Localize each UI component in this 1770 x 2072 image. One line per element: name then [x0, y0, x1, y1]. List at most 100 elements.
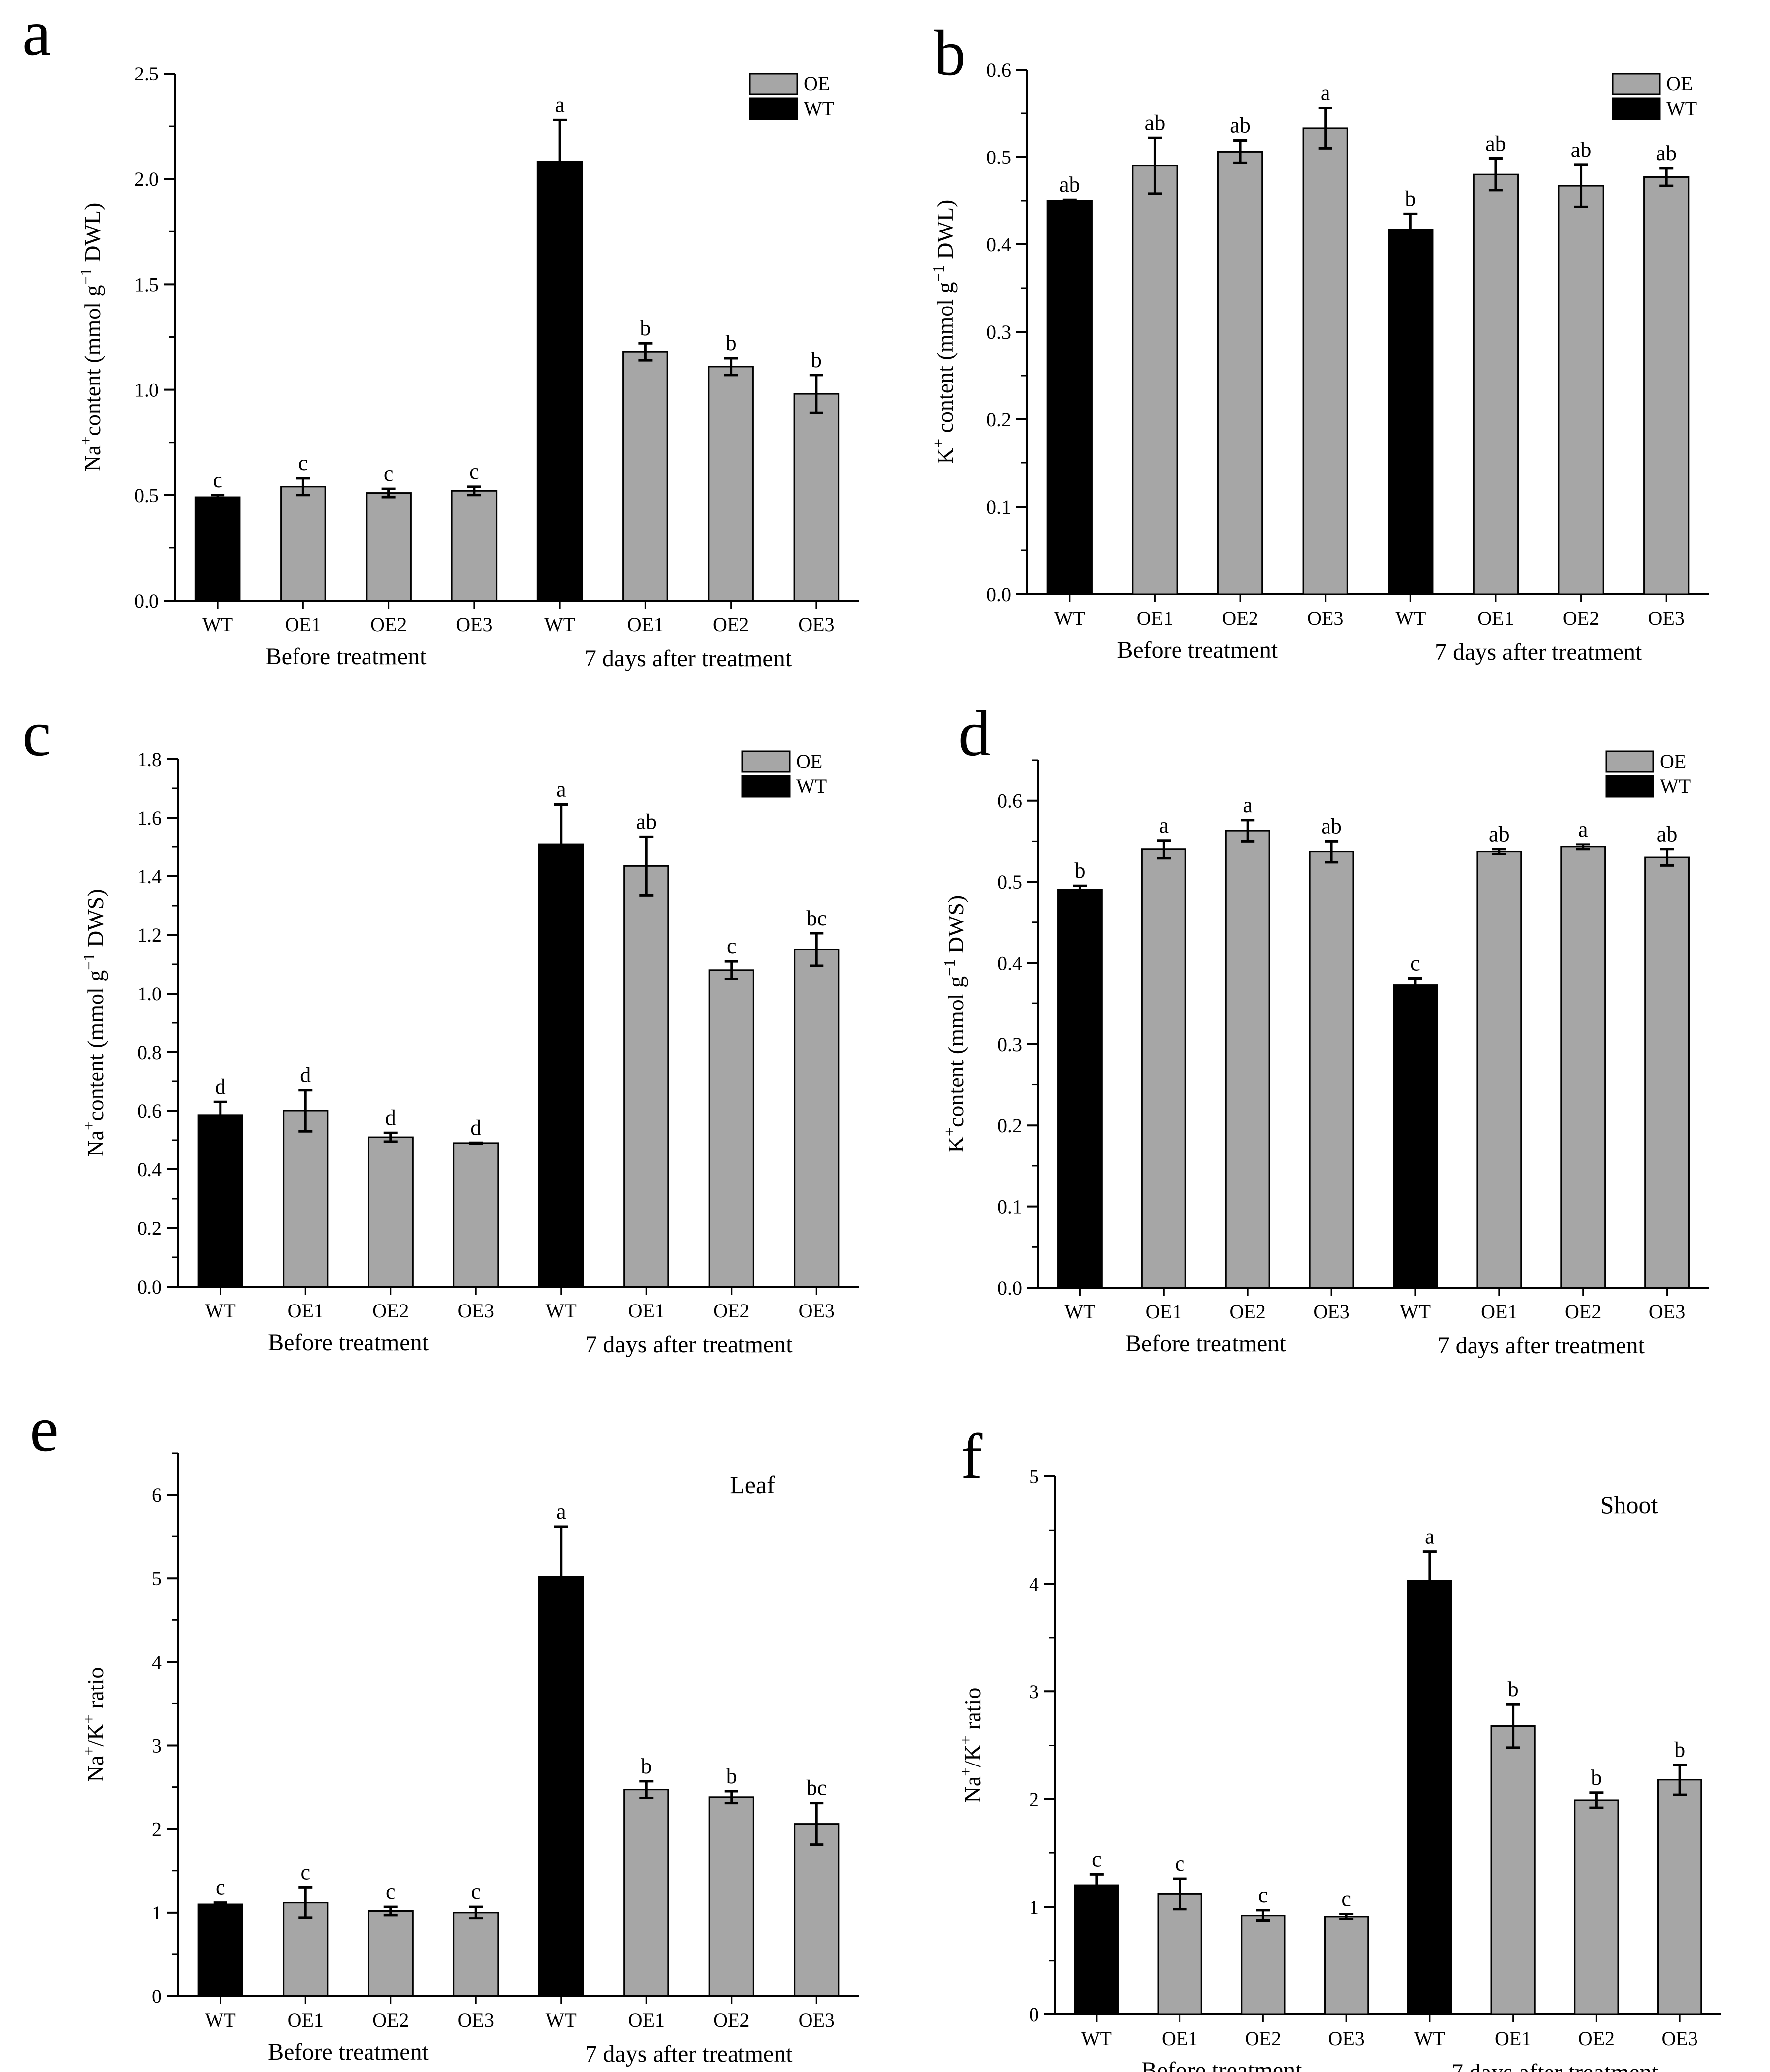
x-tick-label: OE1 [288, 1300, 324, 1322]
significance-letter: ab [1230, 113, 1251, 138]
y-tick-label: 4 [152, 1651, 162, 1673]
bar-oe3 [1302, 127, 1348, 595]
y-tick-label: 1.2 [137, 924, 162, 946]
y-tick-label: 3 [152, 1735, 162, 1757]
bar-oe2 [1574, 1799, 1619, 2015]
bar-oe1 [623, 1789, 669, 1997]
group-label-after: 7 days after treatment [585, 645, 792, 672]
significance-letter: c [1175, 1851, 1185, 1876]
y-tick-label: 0.1 [997, 1196, 1022, 1218]
legend: OE WT [741, 750, 827, 798]
significance-letter: a [1425, 1525, 1435, 1549]
y-tick-label: 0.8 [137, 1041, 162, 1064]
y-tick-label: 2 [152, 1818, 162, 1841]
significance-letter: b [1674, 1737, 1685, 1762]
x-tick-label: OE3 [456, 614, 492, 636]
x-tick-label: OE2 [372, 1300, 409, 1322]
significance-letter: c [386, 1879, 396, 1904]
legend-label: OE [804, 73, 830, 95]
x-tick-label: OE2 [370, 614, 407, 636]
legend-swatch-oe [1612, 73, 1661, 95]
bar-oe3 [1657, 1779, 1702, 2015]
group-label-before: Before treatment [1117, 637, 1278, 663]
significance-letter: c [1258, 1883, 1268, 1907]
y-tick-label: 2 [1029, 1788, 1039, 1811]
significance-letter: c [384, 461, 394, 486]
x-tick-label: WT [1054, 607, 1085, 629]
x-tick-label: OE2 [1563, 607, 1599, 629]
panel-letter: c [22, 698, 51, 769]
panel-c: c 0.0 0.2 0.4 0.6 0.8 1.0 1.2 1.4 1.6 1.8 Na+conten… [22, 698, 859, 1358]
group-label-before: Before treatment [1141, 2057, 1303, 2072]
significance-letter: a [556, 1499, 566, 1524]
panel-letter: b [934, 17, 966, 89]
bar-oe2 [1560, 846, 1606, 1289]
significance-letter: ab [1489, 822, 1510, 846]
y-tick-label: 0.4 [986, 233, 1011, 256]
bar-oe3 [451, 490, 498, 602]
x-tick-label: WT [546, 1300, 577, 1322]
significance-letter: d [470, 1115, 481, 1140]
bar-wt [1057, 889, 1103, 1289]
bar-oe3 [794, 1823, 840, 1997]
x-tick-label: WT [1414, 2027, 1445, 2050]
significance-letter: c [1341, 1886, 1351, 1911]
legend-label: OE [1660, 750, 1686, 772]
panel-annotation: Leaf [730, 1471, 775, 1499]
group-label-before: Before treatment [268, 2039, 429, 2065]
panel-letter: e [30, 1393, 59, 1465]
y-axis-label: Na+/K+ ratio [957, 1688, 985, 1803]
x-tick-label: OE2 [713, 1300, 749, 1322]
x-tick-label: WT [1081, 2027, 1112, 2050]
significance-letter: c [727, 934, 737, 958]
y-tick-label: 0.1 [986, 496, 1011, 518]
bar-wt [1074, 1884, 1119, 2015]
x-tick-label: WT [1395, 607, 1426, 629]
significance-letter: a [1243, 793, 1253, 817]
y-tick-label: 0.4 [997, 952, 1022, 974]
x-tick-label: WT [205, 1300, 236, 1322]
significance-letter: d [300, 1063, 311, 1087]
significance-letter: c [300, 1860, 310, 1884]
bar-oe2 [1241, 1915, 1286, 2015]
y-tick-label: 0.5 [986, 146, 1011, 168]
y-axis-label: K+ content (mmol g−1 DWL) [929, 200, 958, 464]
bar-oe2 [1225, 830, 1270, 1289]
panel-annotation: Shoot [1600, 1491, 1658, 1519]
bar-oe2 [366, 492, 412, 602]
significance-letter: b [1405, 186, 1416, 211]
x-tick-label: OE3 [799, 2009, 835, 2031]
y-axis-label: Na+/K+ ratio [80, 1667, 108, 1782]
x-tick-label: OE1 [1477, 607, 1514, 629]
significance-letter: ab [1657, 822, 1678, 846]
x-tick-label: WT [546, 2009, 577, 2031]
bar-oe3 [793, 393, 840, 602]
y-tick-label: 0.2 [986, 408, 1011, 431]
x-tick-label: OE1 [288, 2009, 324, 2031]
panel-b: b 0.0 0.1 0.2 0.3 0.4 0.5 0.6 K+ content (mmol g… [929, 17, 1709, 665]
bar-oe2 [708, 969, 754, 1288]
significance-letter: d [215, 1074, 226, 1099]
legend-swatch-oe [1605, 750, 1654, 773]
y-tick-label: 1 [152, 1902, 162, 1924]
bar-oe1 [622, 351, 668, 602]
y-tick-label: 5 [152, 1567, 162, 1590]
significance-letter: c [471, 1879, 481, 1904]
significance-letter: c [469, 460, 479, 484]
y-tick-label: 0.6 [997, 790, 1022, 812]
x-tick-label: OE2 [1222, 607, 1258, 629]
y-tick-label: 2.0 [134, 168, 159, 190]
bar-wt [197, 1903, 243, 1997]
significance-letter: b [1074, 858, 1085, 883]
x-tick-label: OE1 [627, 614, 664, 636]
legend-label: OE [1666, 73, 1693, 95]
bar-oe2 [1558, 185, 1604, 595]
y-tick-label: 0.2 [997, 1114, 1022, 1137]
y-tick-label: 0 [1029, 2003, 1039, 2026]
bar-wt [194, 496, 241, 602]
y-tick-label: 6 [152, 1484, 162, 1506]
bar-oe3 [794, 949, 840, 1288]
legend-label: OE [796, 750, 822, 772]
x-tick-label: OE3 [458, 2009, 494, 2031]
group-label-after: 7 days after treatment [1438, 1332, 1645, 1359]
